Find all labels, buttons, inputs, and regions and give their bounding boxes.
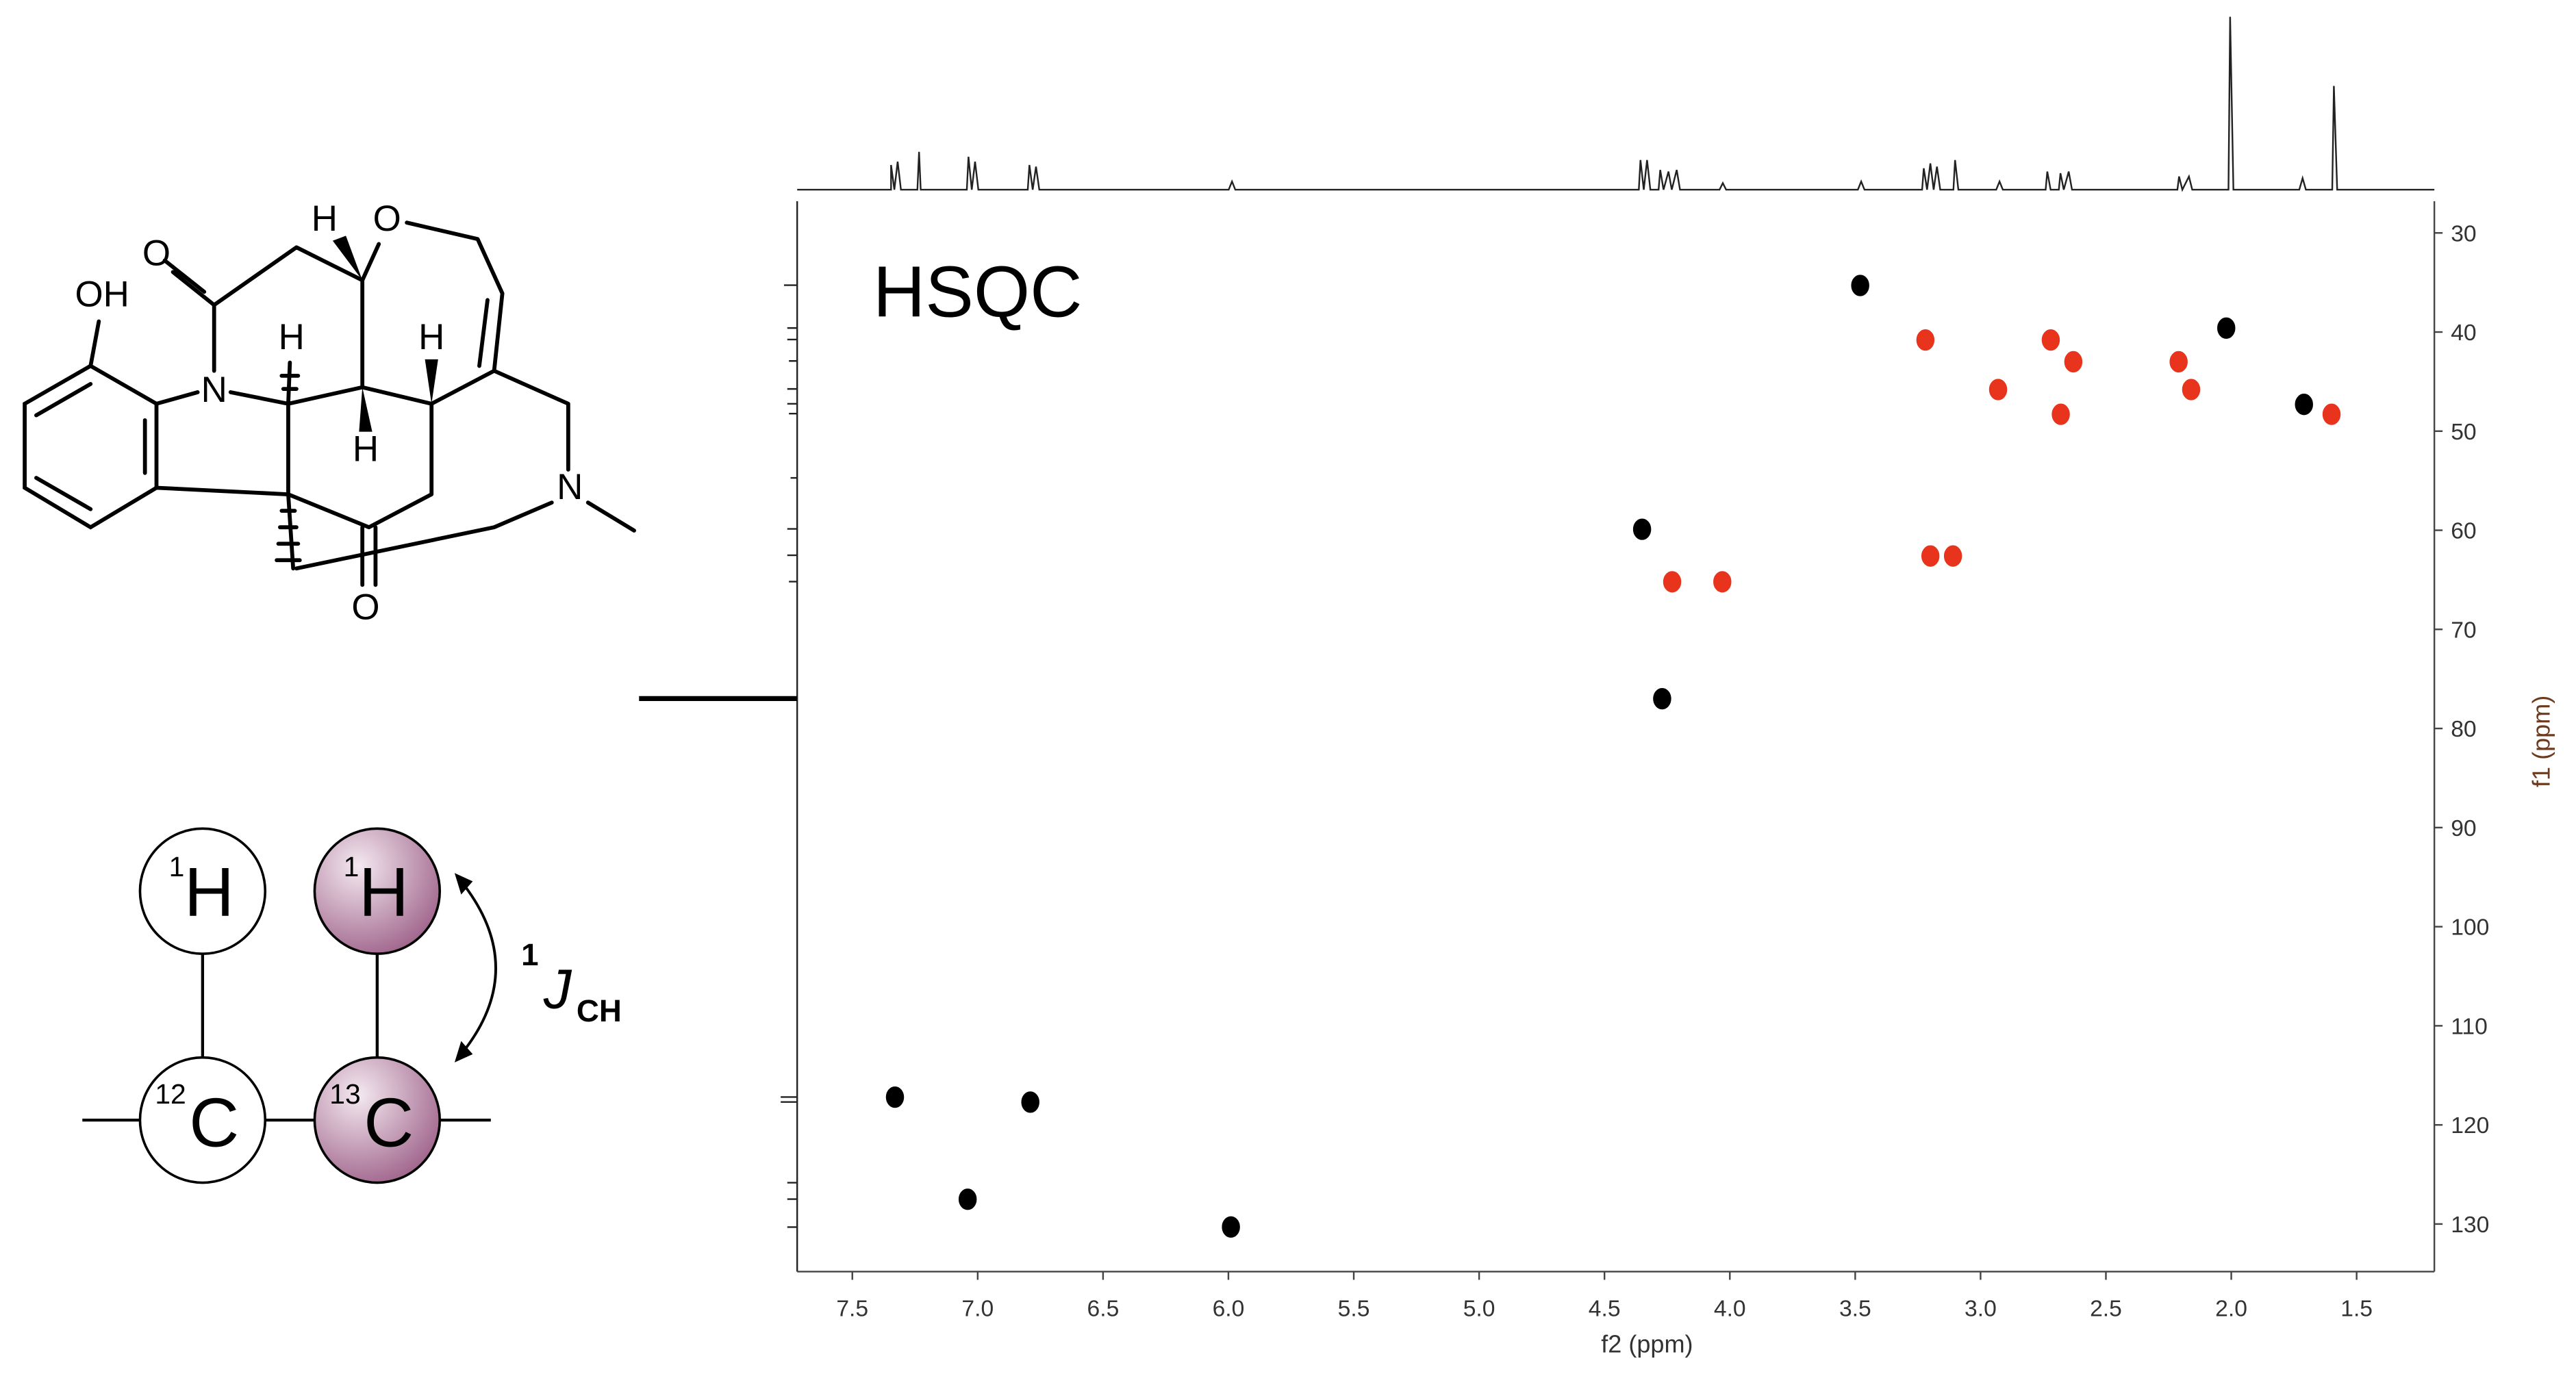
nucleus-symbol: C bbox=[364, 1085, 414, 1162]
y-tick-label: 100 bbox=[2451, 915, 2489, 941]
x-tick-label: 4.5 bbox=[1589, 1296, 1621, 1321]
x-tick-label: 3.5 bbox=[1839, 1296, 1871, 1321]
peak bbox=[1632, 518, 1652, 540]
mass-number: 13 bbox=[329, 1078, 360, 1110]
peak bbox=[2169, 351, 2188, 373]
peak bbox=[1916, 329, 1935, 351]
peak bbox=[1921, 545, 1940, 567]
peak bbox=[1851, 275, 1869, 296]
peak bbox=[2041, 329, 2060, 351]
x-axis-title: f2 (ppm) bbox=[1601, 1330, 1693, 1358]
y-tick-label: 110 bbox=[2451, 1014, 2488, 1039]
atom-label: N bbox=[557, 467, 583, 507]
y-axis-title: f1 (ppm) bbox=[2527, 696, 2555, 787]
atom-label: H bbox=[418, 317, 444, 357]
x-tick-label: 2.0 bbox=[2215, 1296, 2247, 1321]
coupling-diagram: 1 H 1 H 12 C 13 C 1 J CH bbox=[82, 827, 622, 1184]
coupling-subscript: CH bbox=[577, 993, 622, 1028]
coupling-symbol: J bbox=[543, 958, 572, 1021]
x-tick-label: 3.0 bbox=[1965, 1296, 1997, 1321]
x-tick-label: 7.0 bbox=[961, 1296, 994, 1321]
atom-label: O bbox=[142, 233, 171, 273]
mass-number: 1 bbox=[169, 851, 185, 882]
annotation: HSQC bbox=[873, 251, 1083, 332]
x-tick-label: 4.0 bbox=[1714, 1296, 1746, 1321]
peak bbox=[1653, 688, 1671, 710]
nucleus-symbol: H bbox=[184, 854, 234, 931]
x-tick-label: 5.5 bbox=[1338, 1296, 1370, 1321]
molecule: OH O N H O H H H N O bbox=[23, 199, 636, 627]
y-tick-label: 50 bbox=[2451, 420, 2476, 445]
coupling-number: 1 bbox=[521, 937, 538, 972]
nucleus-symbol: H bbox=[359, 854, 409, 931]
peak bbox=[1713, 571, 1732, 593]
atom-label: O bbox=[351, 587, 379, 627]
atom-label: O bbox=[373, 199, 401, 239]
nucleus-symbol: C bbox=[189, 1085, 239, 1162]
x-tick-label: 7.5 bbox=[836, 1296, 868, 1321]
y-tick-label: 120 bbox=[2451, 1113, 2489, 1138]
y-tick-label: 70 bbox=[2451, 618, 2476, 643]
peak bbox=[1021, 1091, 1039, 1113]
peak bbox=[1943, 545, 1962, 567]
carbon-projection bbox=[781, 201, 798, 1272]
atom-label: OH bbox=[75, 274, 129, 314]
atom-label: N bbox=[201, 370, 227, 410]
y-tick-label: 40 bbox=[2451, 320, 2476, 346]
peak bbox=[2182, 379, 2201, 400]
y-tick-label: 60 bbox=[2451, 519, 2476, 544]
peak bbox=[958, 1188, 977, 1210]
peak bbox=[2322, 403, 2341, 425]
mass-number: 1 bbox=[344, 851, 359, 882]
x-tick-label: 1.5 bbox=[2340, 1296, 2373, 1321]
y-tick-label: 90 bbox=[2451, 816, 2476, 841]
peak bbox=[2295, 394, 2313, 416]
peak bbox=[1663, 571, 1682, 593]
y-tick-label: 80 bbox=[2451, 717, 2476, 742]
peak bbox=[2217, 317, 2236, 339]
atom-label: H bbox=[279, 317, 305, 357]
atom-label: H bbox=[353, 429, 379, 470]
peak bbox=[2064, 351, 2083, 373]
x-tick-label: 6.5 bbox=[1087, 1296, 1120, 1321]
peak bbox=[1988, 379, 2008, 400]
peak bbox=[1222, 1216, 1240, 1238]
peak bbox=[885, 1086, 905, 1108]
x-tick-label: 5.0 bbox=[1463, 1296, 1495, 1321]
y-tick-label: 130 bbox=[2451, 1212, 2489, 1238]
proton-spectrum bbox=[797, 16, 2435, 192]
x-tick-label: 2.5 bbox=[2090, 1296, 2122, 1321]
atom-label: H bbox=[312, 199, 338, 239]
peak bbox=[2051, 403, 2070, 425]
x-tick-label: 6.0 bbox=[1213, 1296, 1245, 1321]
mass-number: 12 bbox=[155, 1078, 186, 1110]
y-tick-label: 30 bbox=[2451, 221, 2476, 246]
